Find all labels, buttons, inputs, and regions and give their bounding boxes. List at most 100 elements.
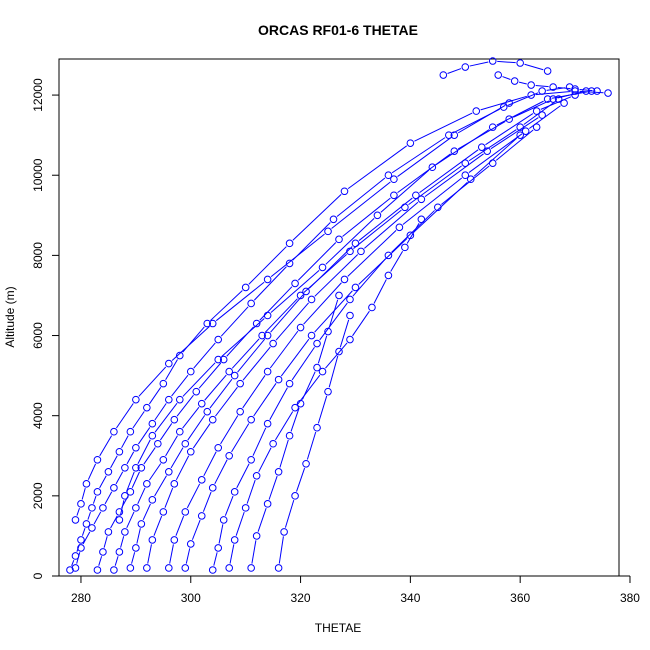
series-line-segment — [402, 177, 463, 225]
data-point — [104, 528, 113, 536]
data-point — [269, 439, 277, 448]
data-point — [214, 544, 223, 552]
data-point — [571, 85, 579, 93]
series-group — [71, 83, 574, 572]
data-point — [373, 211, 382, 220]
series-line-segment — [373, 279, 387, 304]
series-line-segment — [185, 548, 191, 564]
series-group — [110, 95, 563, 574]
series-line-segment — [497, 60, 516, 64]
data-point — [219, 355, 228, 364]
data-point — [82, 480, 91, 488]
data-point — [516, 131, 524, 139]
data-point — [165, 564, 173, 572]
series-line-segment — [148, 387, 162, 405]
data-point — [335, 347, 343, 356]
x-tick-label: 360 — [510, 591, 530, 605]
series-line-segment — [121, 435, 129, 449]
series-line-segment — [364, 201, 419, 249]
data-point — [247, 455, 255, 464]
data-point — [483, 147, 492, 155]
data-point — [263, 311, 272, 320]
series-line-segment — [165, 359, 178, 381]
data-point — [230, 536, 239, 544]
series-line-segment — [126, 471, 135, 492]
data-point — [110, 484, 118, 492]
data-point — [335, 235, 343, 244]
data-point — [417, 215, 426, 224]
data-point — [346, 311, 354, 320]
series-line-segment — [336, 177, 386, 217]
data-point — [582, 87, 590, 95]
data-point — [477, 143, 486, 151]
data-point — [274, 467, 283, 476]
series-line-segment — [159, 423, 173, 441]
series-line-segment — [419, 149, 479, 194]
series-line-segment — [214, 459, 228, 485]
data-point — [274, 375, 283, 384]
data-point — [181, 564, 190, 572]
series-line-segment — [186, 483, 201, 509]
data-point — [197, 476, 206, 484]
series-line-segment — [92, 495, 97, 504]
series-line-segment — [119, 500, 125, 516]
series-line-segment — [76, 507, 80, 516]
data-point — [110, 427, 118, 436]
data-point — [527, 91, 535, 99]
series-line-segment — [203, 451, 217, 477]
series-line-segment — [414, 112, 473, 142]
series-line-segment — [314, 254, 359, 297]
series-line-segment — [297, 374, 321, 405]
series-line-segment — [76, 552, 81, 564]
series-line-segment — [518, 81, 527, 85]
series-group — [247, 291, 343, 572]
series-line-segment — [397, 137, 451, 177]
data-point — [77, 544, 85, 552]
series-line-segment — [182, 362, 216, 397]
data-point — [137, 463, 146, 472]
series-line-segment — [210, 290, 243, 321]
series-line-segment — [99, 435, 113, 457]
data-point — [88, 524, 96, 532]
series-line-segment — [215, 386, 238, 417]
data-point — [192, 387, 201, 396]
data-point — [445, 131, 453, 139]
data-point — [466, 175, 475, 184]
series-line-segment — [198, 362, 222, 389]
data-point — [296, 291, 305, 300]
data-point — [208, 566, 217, 574]
series-line-segment — [328, 355, 339, 388]
y-tick-label: 8000 — [31, 242, 45, 269]
series-line-segment — [204, 374, 227, 401]
series-line-segment — [224, 495, 234, 516]
series-line-segment — [391, 137, 446, 174]
data-point — [208, 415, 217, 424]
x-axis: 280 300 320 340 360 380 — [71, 575, 640, 605]
y-tick-label: 2000 — [31, 482, 45, 509]
series-line-segment — [557, 86, 571, 90]
data-point — [516, 59, 524, 67]
data-point — [538, 111, 546, 119]
data-point — [285, 379, 294, 388]
data-point — [329, 215, 338, 224]
data-point — [307, 331, 316, 340]
series-group — [66, 87, 612, 574]
series-group — [143, 111, 546, 572]
series-group — [115, 87, 596, 524]
data-point — [434, 203, 442, 212]
data-point — [587, 87, 596, 95]
data-point — [291, 492, 299, 500]
series-line-segment — [253, 266, 287, 301]
series-line-segment — [170, 447, 184, 469]
series-line-segment — [191, 519, 201, 540]
series-line-segment — [202, 491, 212, 512]
data-point — [170, 536, 179, 544]
series-line-segment — [138, 366, 167, 397]
data-point — [159, 455, 168, 464]
series-line-segment — [269, 387, 288, 420]
data-point — [181, 508, 190, 516]
data-point — [538, 87, 546, 95]
x-tick-label: 280 — [71, 591, 91, 605]
series-line-segment — [175, 455, 190, 481]
data-point — [214, 335, 223, 344]
